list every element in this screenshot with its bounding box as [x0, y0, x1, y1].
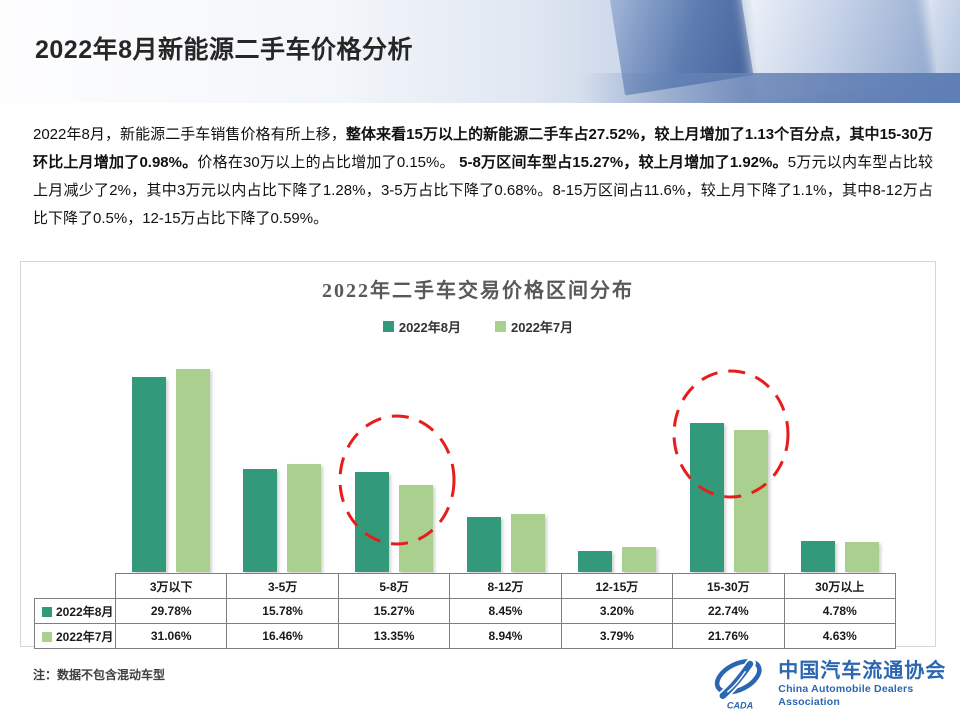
- summary-segment: 5万元以内车型占比较上月减少了2%，其中3万元以内占比下降了1.28%，3-5万…: [33, 154, 933, 227]
- legend-item-august: 2022年8月: [382, 317, 461, 336]
- table-value-cell: 29.78%: [114, 598, 228, 624]
- summary-segment: 整体来看15万以上的新能源二手车占27.52%，较上月增加了1.13个百分点，其…: [33, 126, 933, 171]
- bar-2022年7月-12-15万: [622, 547, 656, 572]
- table-row: 2022年7月 31.06% 16.46% 13.35% 8.94% 3.79% 21.76…: [34, 623, 897, 649]
- bar-2022年7月-8-12万: [511, 514, 545, 572]
- bar-2022年7月-3万以下: [176, 369, 210, 572]
- table-header-cell: 3万以下: [114, 573, 228, 599]
- table-value-cell: 3.20%: [560, 598, 674, 624]
- legend-label-august: 2022年8月: [398, 320, 461, 335]
- legend-swatch-july-icon: [495, 321, 506, 332]
- table-header-cell: 12-15万: [560, 573, 674, 599]
- bar-2022年7月-5-8万: [399, 485, 433, 572]
- summary-segment: 5-8万区间车型占15.27%，较上月增加了1.92%。: [454, 154, 788, 171]
- footnote: 注：数据不包含混动车型: [33, 668, 166, 682]
- legend-label-july: 2022年7月: [511, 320, 574, 335]
- table-value-cell: 21.76%: [672, 623, 785, 649]
- cada-emblem-icon: CADA: [714, 658, 762, 711]
- table-value-cell: 15.27%: [337, 598, 451, 624]
- table-value-cell: 13.35%: [337, 623, 451, 649]
- table-value-cell: 8.45%: [449, 598, 562, 624]
- table-row-label: 2022年8月: [34, 598, 116, 624]
- bar-2022年8月-3-5万: [243, 469, 277, 572]
- legend-item-july: 2022年7月: [495, 317, 573, 336]
- bar-2022年8月-12-15万: [578, 551, 612, 572]
- series-key-icon: [42, 606, 52, 617]
- bar-2022年8月-15-30万: [690, 423, 724, 572]
- table-corner-cell: [35, 574, 116, 599]
- chart-legend: 2022年8月 2022年7月: [21, 317, 935, 336]
- logo-name-english: China Automobile Dealers Association: [778, 683, 914, 708]
- summary-text: 2022年8月，新能源二手车销售价格有所上移，整体来看15万以上的新能源二手车占…: [33, 121, 933, 233]
- table-row-label: 2022年7月: [34, 623, 116, 649]
- table-value-cell: 22.74%: [672, 598, 785, 624]
- association-logo: CADA 中国汽车流通协会 China Automobile Dealers A…: [710, 654, 960, 714]
- series-key-icon: [42, 631, 52, 642]
- table-header-cell: 15-30万: [672, 573, 785, 599]
- logo-text: 中国汽车流通协会 China Automobile Dealers Associ…: [778, 660, 960, 707]
- chart-data-table: 3万以下 3-5万 5-8万 8-12万 12-15万 15-30万 30万以上 2022年8…: [34, 573, 897, 649]
- table-value-cell: 4.78%: [783, 598, 897, 624]
- chart-title: 2022年二手车交易价格区间分布: [322, 280, 634, 302]
- cada-acronym: CADA: [727, 701, 753, 711]
- bar-2022年7月-30万以上: [845, 542, 879, 572]
- table-value-cell: 4.63%: [783, 623, 897, 649]
- bar-2022年7月-3-5万: [287, 464, 321, 572]
- bar-2022年7月-15-30万: [734, 430, 768, 572]
- bar-2022年8月-5-8万: [355, 472, 389, 572]
- bar-2022年8月-30万以上: [801, 541, 835, 572]
- decorative-floor: [580, 73, 960, 103]
- table-header-cell: 30万以上: [783, 573, 897, 599]
- table-value-cell: 16.46%: [226, 623, 339, 649]
- table-header-cell: 5-8万: [337, 573, 451, 599]
- table-row: 2022年8月 29.78% 15.78% 15.27% 8.45% 3.20% 22.74…: [34, 598, 897, 624]
- table-value-cell: 3.79%: [560, 623, 674, 649]
- table-value-cell: 31.06%: [114, 623, 228, 649]
- summary-segment: 2022年8月，新能源二手车销售价格有所上移，: [33, 126, 346, 143]
- table-value-cell: 8.94%: [449, 623, 562, 649]
- page-title: 2022年8月新能源二手车价格分析: [35, 36, 414, 64]
- table-value-cell: 15.78%: [226, 598, 339, 624]
- bar-2022年8月-3万以下: [132, 377, 166, 572]
- summary-segment: 价格在30万以上的占比增加了0.15%。: [197, 154, 455, 171]
- chart-panel: 2022年二手车交易价格区间分布 2022年8月 2022年7月 3万以下 3-5…: [20, 261, 936, 649]
- bar-2022年8月-8-12万: [467, 517, 501, 572]
- logo-name-chinese: 中国汽车流通协会: [778, 660, 947, 683]
- table-header-cell: 3-5万: [226, 573, 339, 599]
- table-header-cell: 8-12万: [449, 573, 562, 599]
- header-banner: 2022年8月新能源二手车价格分析: [0, 0, 960, 103]
- legend-swatch-august-icon: [382, 321, 394, 332]
- chart-data-table-container: 3万以下 3-5万 5-8万 8-12万 12-15万 15-30万 30万以上 2022年8…: [34, 573, 897, 649]
